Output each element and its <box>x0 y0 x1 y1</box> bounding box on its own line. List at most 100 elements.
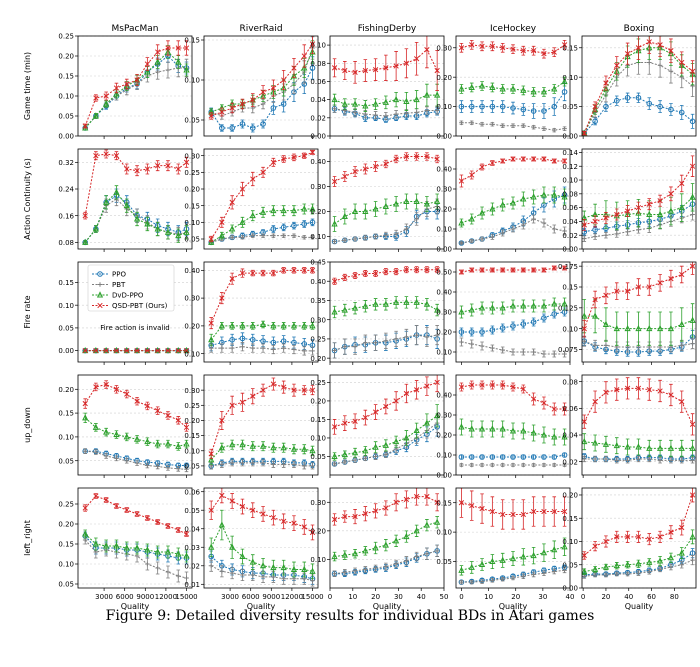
data-point <box>490 234 495 240</box>
data-point <box>373 454 378 459</box>
series-line-DvD-PPO <box>84 417 187 447</box>
data-point <box>290 322 298 329</box>
data-point <box>679 458 685 463</box>
data-point <box>635 443 642 450</box>
data-point <box>469 238 475 244</box>
data-point <box>239 335 246 342</box>
panel-RiverRaid-left_right: 0.01 0.02 0.03 0.04 0.05 0.06 3000 6000 9000 1200… <box>184 487 324 611</box>
data-point <box>342 344 348 349</box>
data-point <box>281 267 287 273</box>
axes-frame <box>455 261 571 363</box>
data-point <box>113 542 120 549</box>
y-tick-label: 0.10 <box>58 302 74 310</box>
y-tick-label: 0.20 <box>184 417 200 425</box>
data-point <box>113 430 120 438</box>
data-point <box>679 271 685 278</box>
error-bar <box>435 303 439 317</box>
error-bar <box>384 539 388 552</box>
data-point <box>561 508 568 515</box>
series-line-QSD-PBT (Ours) <box>461 44 565 55</box>
panel-RiverRaid-Gametimemin: 0.05 0.10 0.15 RiverRaid <box>184 24 319 139</box>
data-point <box>657 198 663 204</box>
data-point <box>280 563 287 571</box>
data-point <box>144 347 151 354</box>
data-point <box>592 218 598 225</box>
data-point <box>229 460 235 466</box>
error-bar <box>614 95 619 106</box>
data-point <box>352 272 358 279</box>
data-point <box>123 201 130 209</box>
error-bar <box>435 516 439 529</box>
data-point <box>541 108 547 114</box>
data-point <box>133 435 141 442</box>
data-point <box>301 445 308 452</box>
data-point <box>678 320 685 327</box>
data-point <box>540 191 548 198</box>
y-tick-label: 0.10 <box>562 325 578 333</box>
data-point <box>154 548 161 555</box>
data-point <box>500 511 506 518</box>
data-point <box>352 69 358 76</box>
y-tick-label: 0.40 <box>310 158 326 166</box>
data-point <box>679 524 685 531</box>
y-tick-label: 0.20 <box>436 74 452 82</box>
error-bar <box>679 105 684 120</box>
data-point <box>281 77 287 83</box>
data-point <box>635 560 642 567</box>
y-tick-label: 0.10 <box>58 561 74 569</box>
data-point <box>424 551 430 557</box>
data-point <box>614 211 620 218</box>
y-tick-label: 0.20 <box>58 53 74 61</box>
error-bar <box>636 311 641 346</box>
y-tick-label: 0.14 <box>562 149 578 157</box>
data-point <box>175 417 181 423</box>
data-point <box>342 420 348 426</box>
series-line-DvD-PPO <box>84 191 187 243</box>
data-point <box>270 105 277 111</box>
data-point <box>372 300 379 307</box>
data-point <box>646 569 652 575</box>
data-point <box>490 462 495 468</box>
data-point <box>362 270 368 277</box>
data-point <box>290 445 298 452</box>
data-point <box>342 67 348 74</box>
data-point <box>541 220 547 226</box>
data-point <box>341 212 348 219</box>
data-point <box>561 452 568 458</box>
axes-frame <box>77 35 193 137</box>
data-point <box>592 312 599 319</box>
y-tick-label: 0.00 <box>562 246 578 254</box>
data-point <box>363 456 368 461</box>
data-point <box>363 235 368 241</box>
x-tick-label: 80 <box>670 593 679 601</box>
data-point <box>239 101 246 107</box>
data-point <box>646 284 652 290</box>
error-bar <box>669 439 673 457</box>
data-point <box>479 236 485 242</box>
data-point <box>414 110 419 115</box>
series-line-PPO <box>334 334 438 351</box>
data-point <box>424 267 430 273</box>
series-group <box>208 488 316 587</box>
data-point <box>208 507 214 513</box>
y-tick-label: 0.15 <box>184 37 200 45</box>
data-point <box>646 201 652 207</box>
data-point <box>603 389 609 395</box>
error-bar <box>394 296 398 309</box>
error-bar <box>414 90 419 110</box>
data-point <box>423 300 431 307</box>
data-point <box>291 387 297 393</box>
data-point <box>259 208 267 215</box>
y-tick-label: 0.10 <box>310 42 326 50</box>
error-bar <box>404 530 409 543</box>
y-tick-label: 0.25 <box>310 336 326 344</box>
data-point <box>331 424 338 430</box>
error-bar <box>500 301 505 315</box>
data-point <box>219 295 225 301</box>
axes-frame <box>329 261 445 363</box>
data-point <box>362 414 368 421</box>
series-group <box>331 488 441 577</box>
data-point <box>582 552 587 559</box>
series-line-QSD-PBT (Ours) <box>334 48 438 73</box>
